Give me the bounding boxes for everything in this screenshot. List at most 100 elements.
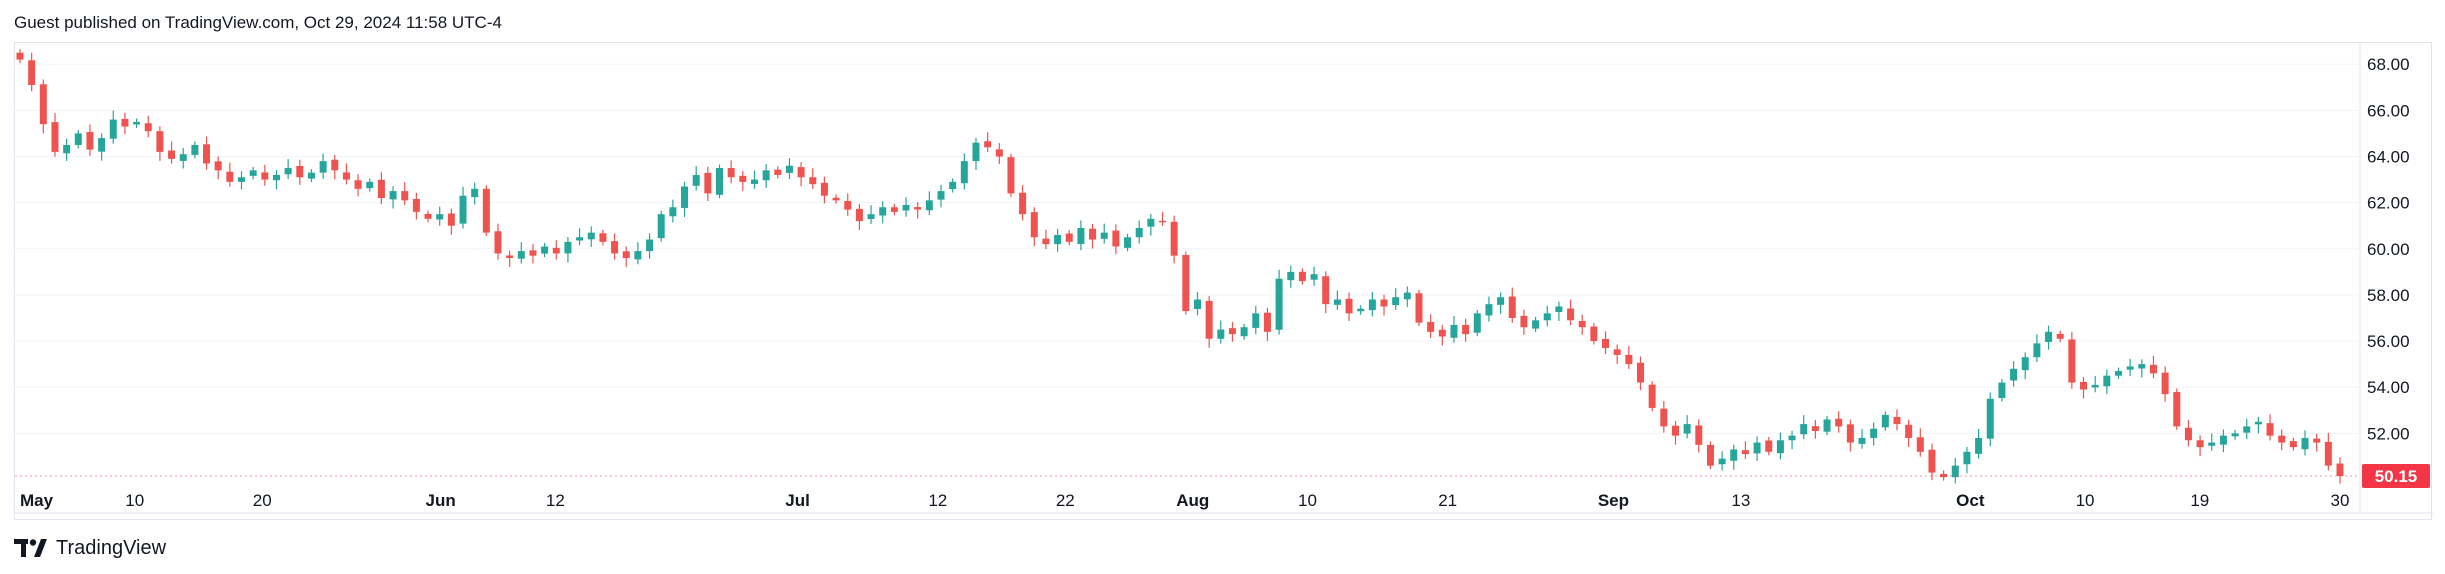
candle-body-down bbox=[412, 198, 420, 212]
candle-body-up bbox=[1951, 465, 1959, 478]
candle-body-down bbox=[424, 213, 432, 219]
x-tick-label: 19 bbox=[2190, 491, 2209, 510]
candle-body-up bbox=[1217, 329, 1225, 339]
candle-body-down bbox=[1835, 418, 1843, 427]
y-tick-label: 56.00 bbox=[2367, 332, 2410, 351]
candle-body-down bbox=[1695, 425, 1703, 445]
candle-body-up bbox=[2103, 375, 2111, 387]
candle-body-down bbox=[1415, 293, 1423, 323]
candle-body-up bbox=[2208, 442, 2216, 446]
x-tick-label: Jul bbox=[785, 491, 810, 510]
candle-body-down bbox=[354, 180, 362, 189]
candle-body-up bbox=[634, 251, 642, 260]
candle-body-up bbox=[1392, 297, 1400, 306]
candle-body-down bbox=[1648, 384, 1656, 408]
tradingview-brand-label[interactable]: TradingView bbox=[56, 536, 167, 559]
candle-body-up bbox=[471, 188, 479, 198]
candle-body-up bbox=[1368, 299, 1376, 311]
candlestick-chart[interactable]: 68.00 66.00 64.00 62.00 60.00 58.00 56.00 54.00… bbox=[15, 43, 2433, 521]
y-tick-label: 68.00 bbox=[2367, 55, 2410, 74]
candle-body-down bbox=[51, 122, 59, 152]
candle-body-down bbox=[1019, 192, 1027, 215]
candle-body-up bbox=[2033, 343, 2041, 358]
candle-body-up bbox=[2045, 331, 2053, 342]
chart-panel[interactable]: 68.00 66.00 64.00 62.00 60.00 58.00 56.00 54.00… bbox=[14, 42, 2433, 521]
candle-body-up bbox=[284, 168, 292, 175]
candle-body-up bbox=[750, 179, 758, 184]
candle-body-up bbox=[1252, 313, 1260, 328]
candle-body-down bbox=[1462, 324, 1470, 335]
candle-body-up bbox=[1287, 271, 1295, 281]
candle-body-down bbox=[739, 175, 747, 182]
candle-body-up bbox=[1555, 306, 1563, 312]
y-tick-label: 60.00 bbox=[2367, 240, 2410, 259]
candle-body-down bbox=[331, 159, 339, 171]
candle-body-down bbox=[1322, 276, 1330, 305]
candle-body-up bbox=[1310, 274, 1318, 280]
candle-body-down bbox=[1042, 238, 1050, 245]
candle-body-down bbox=[2289, 441, 2297, 448]
candle-body-down bbox=[16, 52, 24, 60]
candle-body-down bbox=[342, 172, 350, 180]
y-tick-label: 58.00 bbox=[2367, 286, 2410, 305]
candle-body-up bbox=[1730, 449, 1738, 461]
y-tick-label: 66.00 bbox=[2367, 101, 2410, 120]
candle-body-up bbox=[949, 181, 957, 190]
candle-body-down bbox=[226, 171, 234, 182]
candle-body-up bbox=[587, 232, 595, 240]
candle-body-up bbox=[74, 133, 82, 145]
candle-body-up bbox=[1054, 234, 1062, 245]
candle-body-up bbox=[307, 172, 315, 179]
candle-body-up bbox=[762, 170, 770, 181]
x-tick-label: 12 bbox=[546, 491, 565, 510]
candle-body-up bbox=[2021, 357, 2029, 371]
candle-body-down bbox=[1030, 212, 1038, 238]
candle-body-down bbox=[1940, 473, 1948, 478]
candle-body-up bbox=[1497, 297, 1505, 305]
candle-body-up bbox=[1823, 419, 1831, 432]
candle-body-up bbox=[1100, 232, 1108, 239]
candle-body-up bbox=[63, 144, 71, 154]
candle-body-up bbox=[1986, 398, 1994, 439]
candle-body-down bbox=[2080, 381, 2088, 390]
candle-body-down bbox=[1916, 437, 1924, 452]
candle-body-down bbox=[1089, 228, 1097, 240]
candle-body-down bbox=[1928, 449, 1936, 473]
candle-body-down bbox=[1765, 440, 1773, 452]
tradingview-logo-icon[interactable] bbox=[14, 537, 48, 559]
candle-body-down bbox=[2266, 423, 2274, 436]
candle-body-up bbox=[2231, 433, 2239, 437]
last-price-badge bbox=[2362, 464, 2430, 489]
candle-body-down bbox=[1590, 326, 1598, 342]
candle-body-up bbox=[785, 165, 793, 173]
x-tick-label: 12 bbox=[928, 491, 947, 510]
candle-body-up bbox=[133, 121, 141, 125]
candle-body-down bbox=[1671, 425, 1679, 436]
candle-body-up bbox=[2301, 437, 2309, 450]
candle-body-up bbox=[1147, 218, 1155, 227]
candle-body-down bbox=[1065, 233, 1073, 242]
candle-body-up bbox=[1881, 414, 1889, 428]
candle-body-up bbox=[1485, 304, 1493, 316]
candle-body-up bbox=[249, 170, 257, 176]
y-tick-label: 54.00 bbox=[2367, 378, 2410, 397]
candle-body-down bbox=[611, 241, 619, 254]
candle-body-up bbox=[1532, 320, 1540, 329]
candle-body-down bbox=[121, 118, 129, 127]
candle-body-down bbox=[1112, 230, 1120, 247]
y-tick-label: 62.00 bbox=[2367, 194, 2410, 213]
candle-body-up bbox=[272, 174, 280, 181]
candle-body-up bbox=[2243, 426, 2251, 433]
candle-body-down bbox=[2068, 339, 2076, 383]
candle-body-down bbox=[995, 149, 1003, 157]
candle-body-up bbox=[716, 168, 723, 195]
candle-body-down bbox=[2161, 372, 2169, 395]
candle-body-down bbox=[2184, 427, 2192, 441]
candle-body-down bbox=[1520, 315, 1528, 328]
x-tick-label: Jun bbox=[426, 491, 456, 510]
candle-body-down bbox=[86, 132, 94, 150]
candle-body-up bbox=[109, 119, 117, 139]
candle-body-up bbox=[2138, 364, 2146, 369]
candle-body-down bbox=[1007, 157, 1015, 194]
y-tick-label: 52.00 bbox=[2367, 424, 2410, 443]
